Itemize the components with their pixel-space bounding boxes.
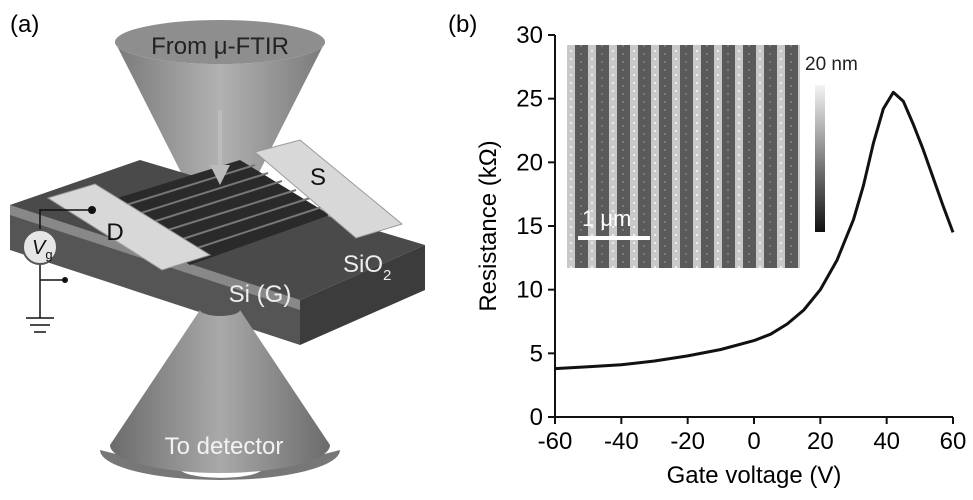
device-diagram <box>10 20 425 480</box>
y-tick-label: 30 <box>516 22 543 49</box>
x-tick-label: 20 <box>807 428 834 455</box>
figure: (a) From μ-FTIR D S Vg SiO2 Si (G) To de… <box>0 0 973 495</box>
inset-scalebar-label: 1 μm <box>582 206 631 231</box>
inset-colorbar-label: 20 nm <box>805 54 858 75</box>
source-label: From μ-FTIR <box>151 33 289 60</box>
x-axis-title: Gate voltage (V) <box>667 462 842 489</box>
y-tick-label: 25 <box>516 86 543 113</box>
drain-label: D <box>106 219 123 246</box>
afm-inset <box>567 45 800 268</box>
x-tick-label: -20 <box>670 428 705 455</box>
gate-voltage-sub: g <box>45 247 52 262</box>
source-electrode-label: S <box>310 164 326 191</box>
panel-label: (b) <box>448 11 477 38</box>
y-axis-title: Resistance (kΩ) <box>475 140 502 311</box>
x-tick-label: 60 <box>940 428 967 455</box>
colorbar <box>815 85 825 232</box>
y-tick-label: 15 <box>516 213 543 240</box>
x-tick-label: 40 <box>873 428 900 455</box>
oxide-text: SiO <box>343 251 383 278</box>
y-tick-label: 10 <box>516 277 543 304</box>
x-tick-label: 0 <box>747 428 760 455</box>
panel-label: (a) <box>10 11 39 38</box>
x-tick-label: -60 <box>538 428 573 455</box>
x-tick-label: -40 <box>604 428 639 455</box>
y-tick-label: 5 <box>530 340 543 367</box>
y-tick-label: 20 <box>516 149 543 176</box>
oxide-sub: 2 <box>383 267 391 284</box>
y-tick-label: 0 <box>530 404 543 431</box>
detector-label: To detector <box>165 433 284 460</box>
substrate-label: Si (G) <box>229 281 292 308</box>
